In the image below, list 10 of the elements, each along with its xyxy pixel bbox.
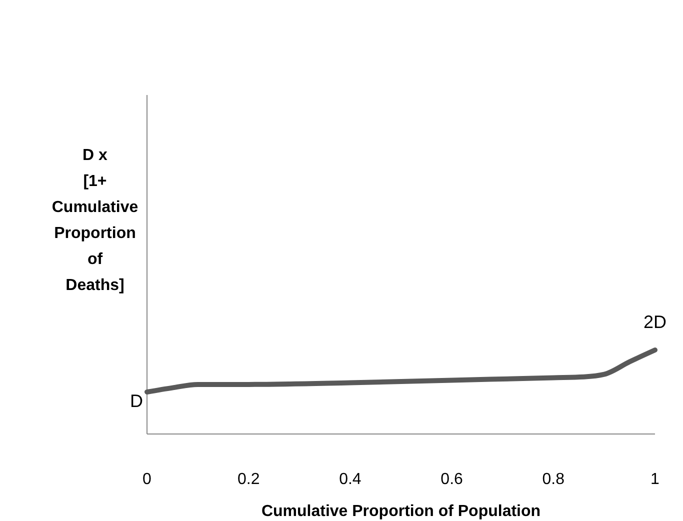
x-tick-label: 0.6 (440, 471, 464, 488)
x-tick-label: 0.4 (339, 471, 362, 488)
annotation: 2D (643, 312, 667, 332)
annotation: D (130, 391, 143, 411)
x-tick-label: 0.2 (237, 471, 260, 488)
x-tick-label: 0 (142, 471, 152, 488)
x-tick-label: 0.8 (542, 471, 565, 488)
y-axis-title: D x [1+ Cumulative Proportion of Deaths] (52, 147, 138, 294)
x-tick-label: 1 (650, 471, 660, 488)
x-axis-title: Cumulative Proportion of Population (261, 503, 541, 520)
